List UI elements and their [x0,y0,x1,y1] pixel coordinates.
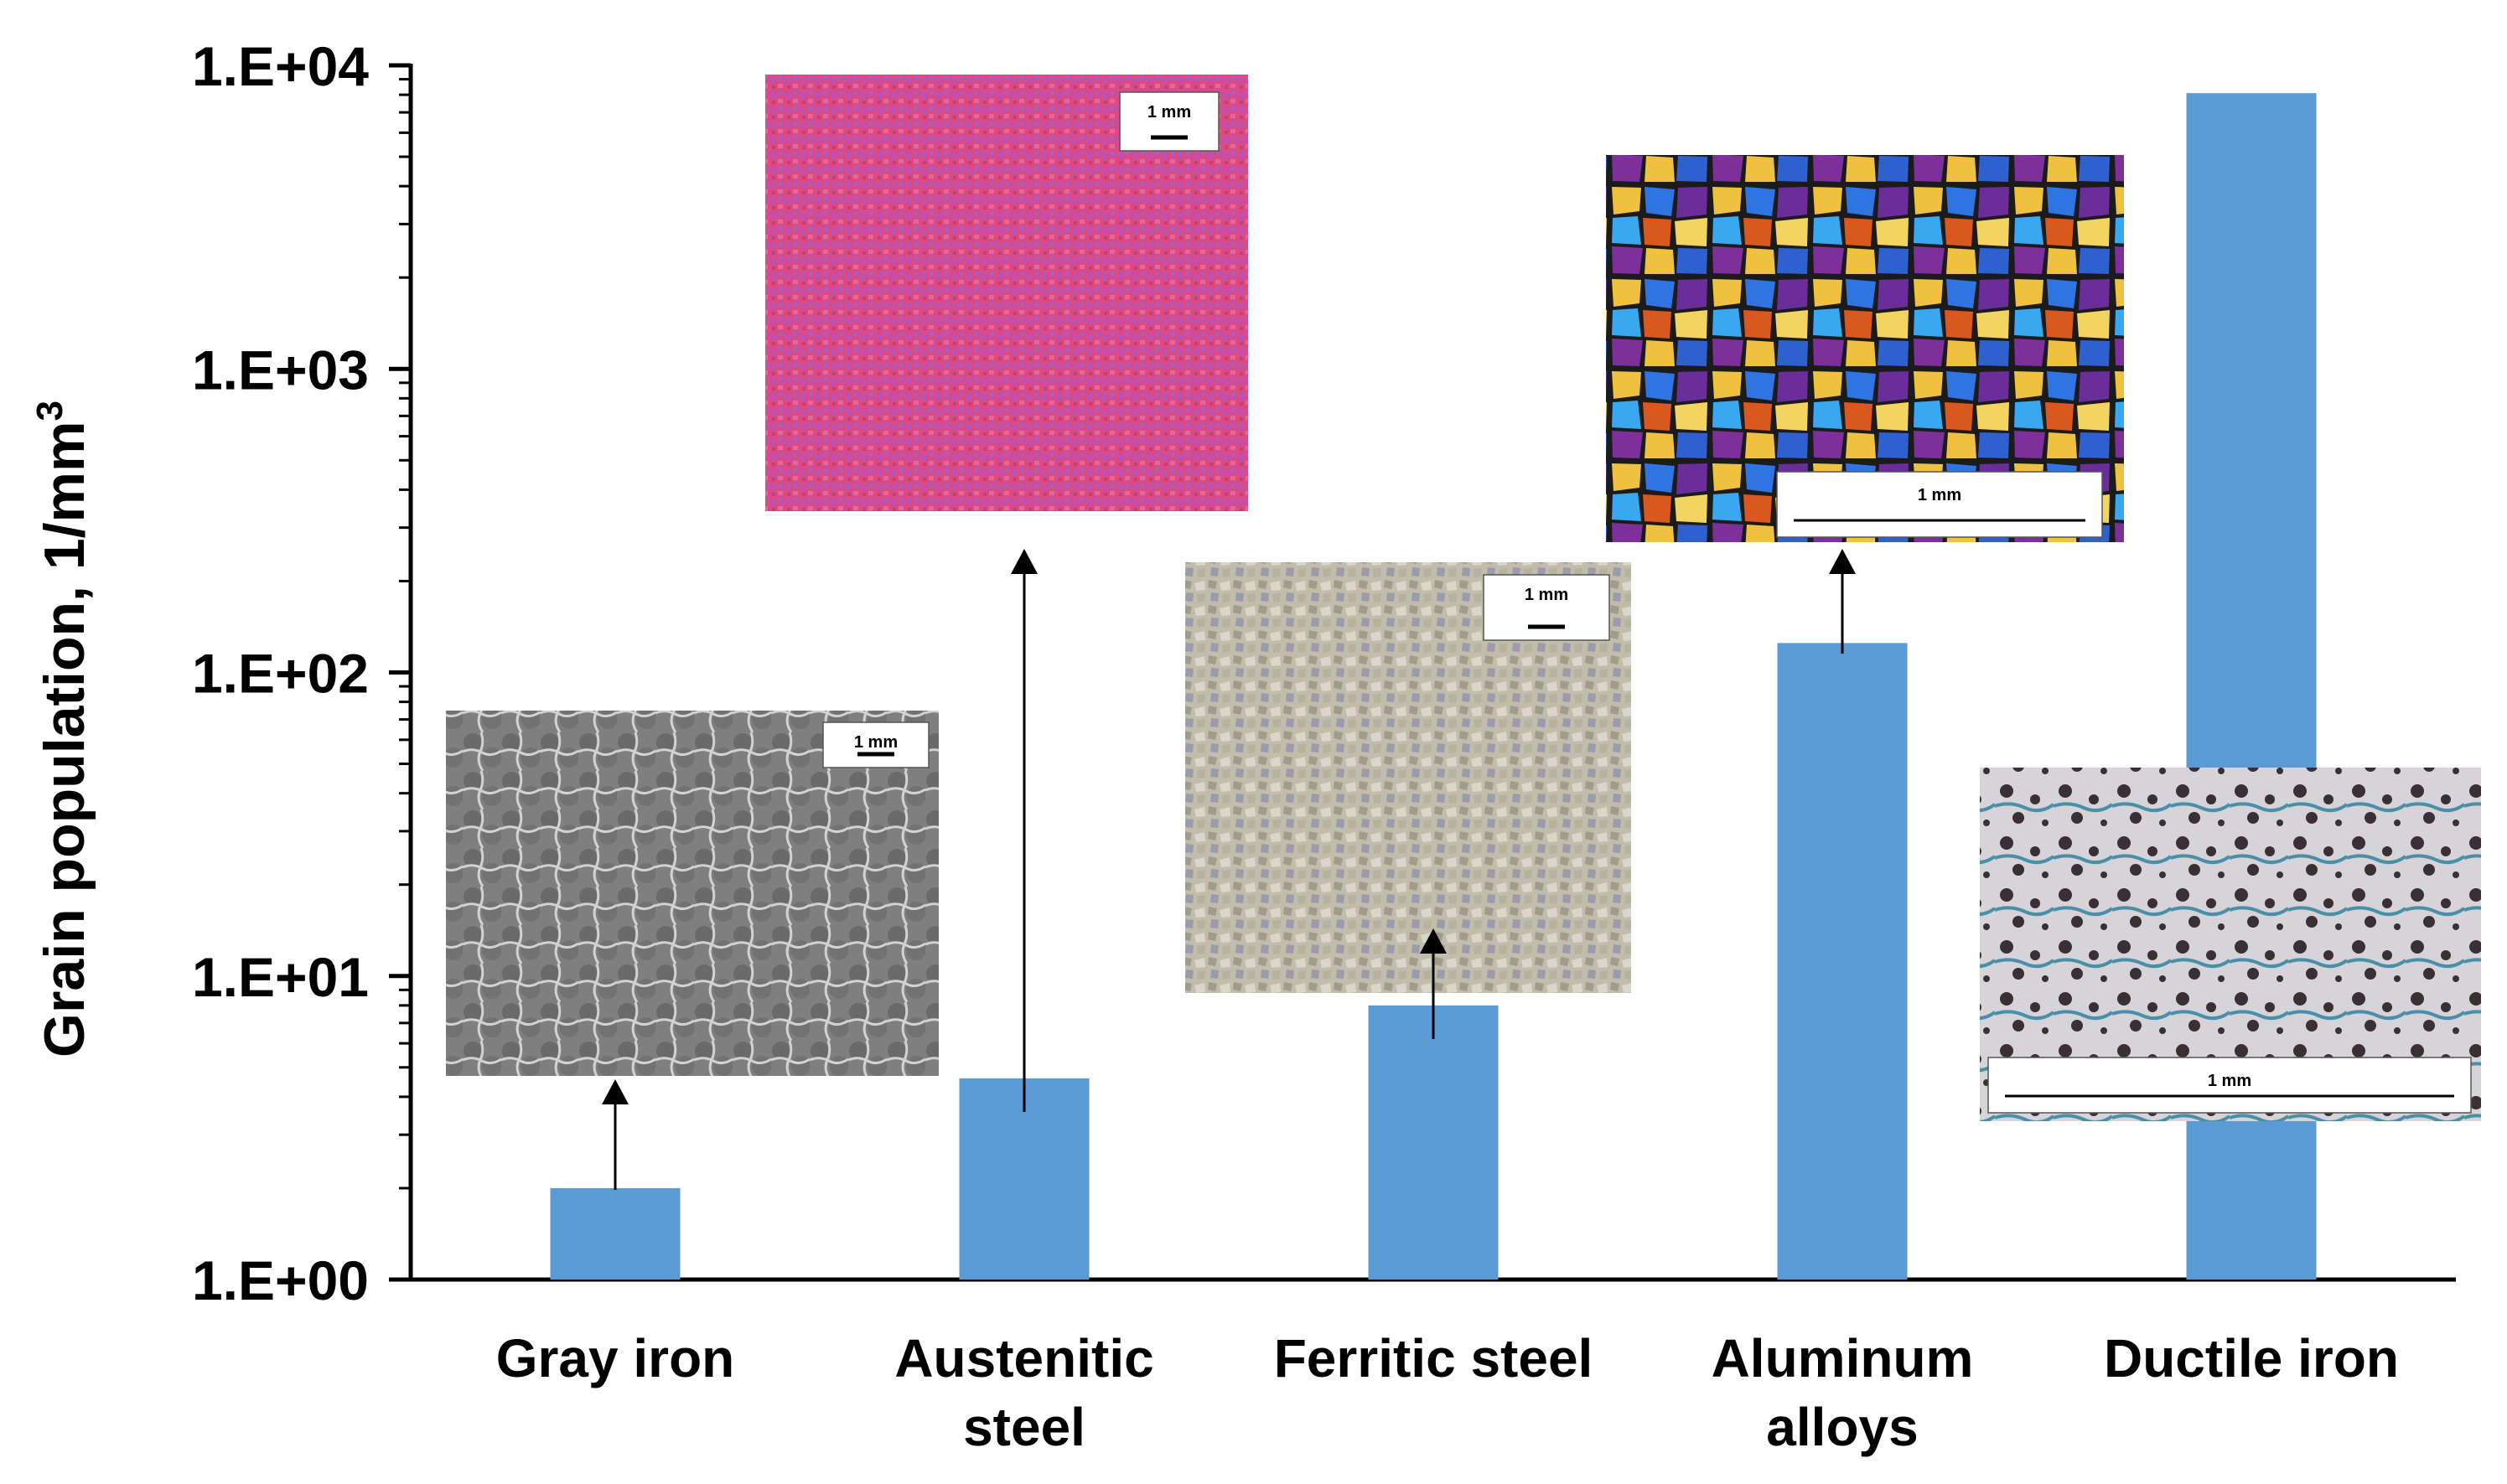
y-axis-label: Grain population, 1/mm3 [29,401,96,1057]
scale-bar: 1 mm [1119,91,1220,152]
scale-bar-label: 1 mm [1525,586,1568,604]
y-tick-labels: 1.E+00 1.E+01 1.E+02 1.E+03 1.E+04 [192,35,369,1311]
arrowhead [1829,549,1856,574]
category-label: Aluminum [1712,1328,1974,1388]
micrograph-insets: 1 mm 1 mm 1 mm 1 mm 1 mm [446,75,2481,1121]
category-label: alloys [1766,1397,1918,1457]
category-labels: Gray iron Austenitic steel Ferritic steel Al… [496,1328,2399,1457]
scale-bar-label: 1 mm [1147,103,1191,122]
ductile-iron-micrograph: 1 mm [1980,768,2481,1121]
arrows [602,549,1856,1190]
category-label: Gray iron [496,1328,735,1388]
arrowhead [1420,928,1447,954]
y-tick-label: 1.E+04 [192,35,369,97]
aluminum-alloys-micrograph: 1 mm [1606,155,2124,542]
scale-bar: 1 mm [1776,471,2103,538]
bar [1368,1005,1499,1280]
scale-bar-label: 1 mm [2208,1072,2251,1090]
category-label: Ductile iron [2104,1328,2399,1388]
scale-bar: 1 mm [1483,574,1610,641]
bar [1777,643,1908,1280]
scale-bar: 1 mm [822,721,930,768]
arrowhead [602,1079,629,1104]
y-tick-label: 1.E+02 [192,643,369,705]
y-tick-label: 1.E+00 [192,1249,369,1311]
austenitic-steel-micrograph: 1 mm [765,75,1248,511]
bar [550,1187,681,1280]
ferritic-steel-micrograph: 1 mm [1185,562,1631,993]
y-tick-label: 1.E+03 [192,339,369,401]
y-tick-label: 1.E+01 [192,946,369,1008]
scale-bar-label: 1 mm [1918,486,1961,504]
arrowhead [1011,549,1038,574]
category-label: Ferritic steel [1274,1328,1593,1388]
scale-bar-label: 1 mm [854,733,898,752]
gray-iron-micrograph: 1 mm [446,711,939,1076]
category-label: Austenitic [894,1328,1153,1388]
axes [389,63,2456,1282]
category-label: steel [963,1397,1085,1457]
scale-bar: 1 mm [1987,1057,2472,1114]
